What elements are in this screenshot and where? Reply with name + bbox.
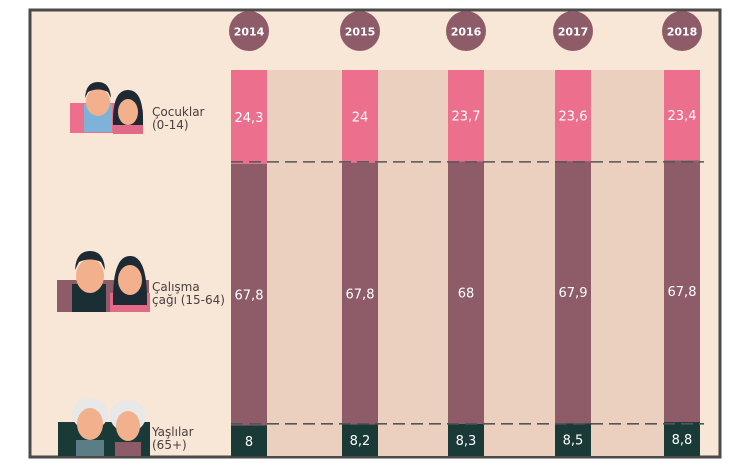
year-badge-2018 (662, 11, 702, 51)
legend-children-line1: Çocuklar (152, 105, 205, 119)
year-badge-2014 (229, 11, 269, 51)
year-label-2016: 2016 (451, 26, 482, 39)
legend-children-line2: (0-14) (152, 118, 189, 132)
bar-children-2016 (448, 70, 484, 162)
stripe (378, 70, 448, 456)
legend-working-age: Çalışma çağı (15-64) (152, 281, 225, 307)
value-labels: 24,3 67,8 8 24 67,8 8,2 23,7 68 8,3 23,6 67,9 8,5 23… (235, 109, 697, 450)
legend-working-line2: çağı (15-64) (152, 293, 225, 307)
value-label-children-2018: 23,4 (668, 109, 697, 124)
bar-working-age-2016 (448, 161, 484, 424)
bar-children-2018 (664, 70, 700, 161)
value-label-elderly-2017: 8,5 (563, 434, 584, 449)
value-label-elderly-2018: 8,8 (672, 433, 693, 448)
value-label-working-age-2014: 67,8 (235, 289, 264, 304)
boundary-lines (231, 161, 704, 425)
value-label-elderly-2014: 8 (245, 435, 253, 450)
legend-working-line1: Çalışma (152, 280, 200, 294)
stripe (267, 70, 342, 456)
children-icon (70, 82, 144, 134)
bar-elderly-2018 (664, 422, 700, 456)
value-label-children-2014: 24,3 (235, 111, 264, 126)
elderly-icon (58, 398, 150, 456)
value-label-working-age-2018: 67,8 (668, 285, 697, 300)
bar-elderly-2016 (448, 423, 484, 456)
column-stripes (267, 70, 664, 456)
bar-working-age-2015 (342, 162, 378, 425)
legend-elderly-line1: Yaşlılar (152, 425, 194, 439)
year-label-2015: 2015 (345, 26, 376, 39)
value-label-working-age-2016: 68 (458, 287, 475, 302)
value-label-children-2015: 24 (352, 110, 369, 125)
year-badges: 2014 2015 2016 2017 2018 (229, 11, 702, 51)
year-badge-2016 (446, 11, 486, 51)
bar-elderly-2014 (231, 425, 267, 457)
year-label-2018: 2018 (667, 26, 698, 39)
year-label-2014: 2014 (234, 26, 265, 39)
bar-working-age-2017 (555, 161, 591, 424)
year-badge-2015 (340, 11, 380, 51)
bar-elderly-2015 (342, 424, 378, 456)
bar-children-2014 (231, 70, 267, 164)
value-label-working-age-2015: 67,8 (346, 287, 375, 302)
year-label-2017: 2017 (558, 26, 589, 39)
legend-elderly-line2: (65+) (152, 438, 187, 452)
bar-elderly-2017 (555, 423, 591, 456)
value-label-elderly-2015: 8,2 (350, 434, 371, 449)
bars (231, 70, 700, 457)
value-label-elderly-2016: 8,3 (456, 434, 477, 449)
bar-children-2015 (342, 70, 378, 163)
stripe (591, 70, 664, 456)
stripe (484, 70, 555, 456)
legend-children: Çocuklar (0-14) (152, 106, 205, 132)
bar-working-age-2018 (664, 160, 700, 423)
working-age-icon (57, 251, 150, 312)
year-badge-2017 (553, 11, 593, 51)
bar-children-2017 (555, 70, 591, 162)
value-label-children-2017: 23,6 (559, 110, 588, 125)
bar-working-age-2014 (231, 163, 267, 426)
value-label-children-2016: 23,7 (452, 110, 481, 125)
value-label-working-age-2017: 67,9 (559, 286, 588, 301)
legend-elderly: Yaşlılar (65+) (152, 426, 194, 452)
